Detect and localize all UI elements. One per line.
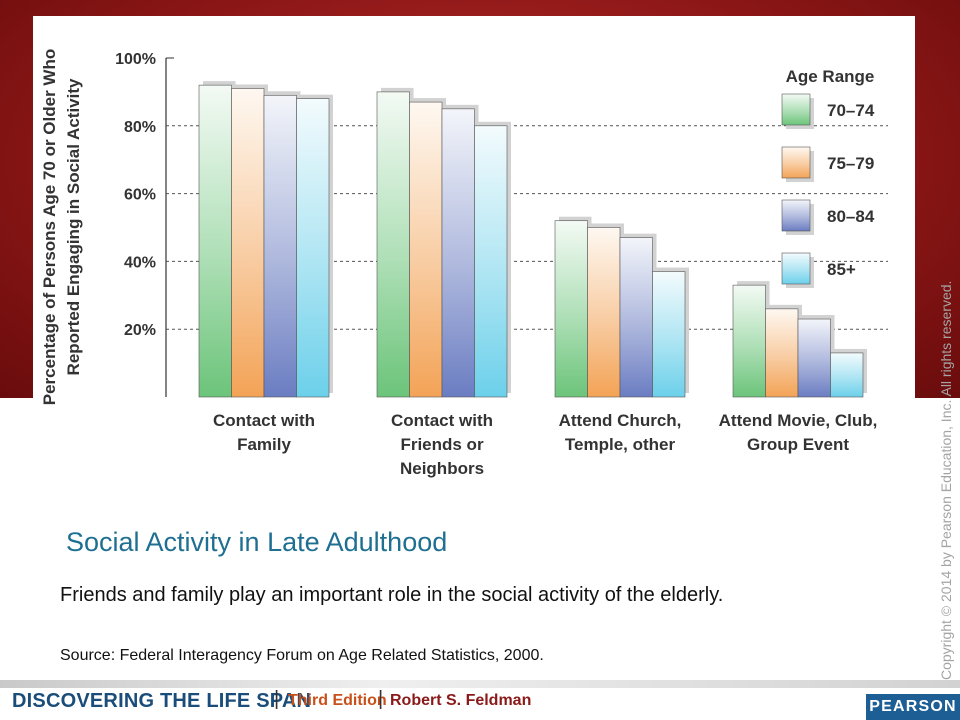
bar xyxy=(732,284,766,398)
legend-swatch xyxy=(781,93,811,126)
x-category-label: Family xyxy=(237,435,291,454)
y-tick-label: 80% xyxy=(124,119,156,136)
book-author: Robert S. Feldman xyxy=(390,692,532,709)
slide-title: Social Activity in Late Adulthood xyxy=(66,527,448,557)
source-citation: Source: Federal Interagency Forum on Age… xyxy=(60,647,544,664)
bar xyxy=(474,125,508,398)
bar xyxy=(409,101,443,398)
x-category-label: Attend Movie, Club, xyxy=(719,411,878,430)
y-tick-label: 40% xyxy=(124,254,156,271)
chart-panel: 20% 40% 60% 80% 100% Percentage of Persons Ag… xyxy=(33,16,915,500)
book-title: DISCOVERING THE LIFE SPAN xyxy=(12,690,312,712)
bar xyxy=(587,227,621,398)
bar xyxy=(554,220,588,398)
bar xyxy=(619,237,653,398)
footer-divider xyxy=(0,680,960,688)
caption-text: Friends and family play an important rol… xyxy=(60,584,724,606)
legend-swatch xyxy=(781,146,811,179)
legend-label: 85+ xyxy=(827,260,856,279)
y-tick-label: 20% xyxy=(124,322,156,339)
footer-separator: | xyxy=(274,688,280,710)
y-tick-label: 100% xyxy=(115,51,156,68)
bar xyxy=(797,318,831,398)
bar-chart: 20% 40% 60% 80% 100% Percentage of Persons Ag… xyxy=(40,49,888,478)
book-edition: Third Edition xyxy=(288,692,387,709)
legend-swatch xyxy=(781,252,811,285)
x-category-label: Friends or xyxy=(400,435,484,454)
bar xyxy=(765,308,799,398)
bar xyxy=(652,271,686,398)
legend-label: 80–84 xyxy=(827,207,875,226)
bar xyxy=(198,84,232,398)
y-axis-title: Reported Engaging in Social Activity xyxy=(64,78,83,375)
footer-separator: | xyxy=(378,688,384,710)
x-category-label: Attend Church, xyxy=(559,411,682,430)
x-category-label: Neighbors xyxy=(400,459,484,478)
legend-swatch xyxy=(781,199,811,232)
legend-label: 70–74 xyxy=(827,101,875,120)
y-axis-title: Percentage of Persons Age 70 or Older Wh… xyxy=(40,49,59,405)
x-category-label: Contact with xyxy=(391,411,493,430)
bar xyxy=(376,91,410,398)
bar xyxy=(263,94,297,398)
y-tick-label: 60% xyxy=(124,187,156,204)
footer-bar: DISCOVERING THE LIFE SPAN | Third Editio… xyxy=(0,680,960,720)
legend-title: Age Range xyxy=(786,67,875,86)
bar xyxy=(441,108,475,398)
copyright-notice: Copyright © 2014 by Pearson Education, I… xyxy=(938,280,954,680)
legend-label: 75–79 xyxy=(827,154,874,173)
pearson-logo: PEARSON xyxy=(866,694,960,720)
x-category-label: Temple, other xyxy=(565,435,676,454)
bar xyxy=(830,352,864,398)
bar xyxy=(231,88,265,398)
x-category-label: Contact with xyxy=(213,411,315,430)
x-category-label: Group Event xyxy=(747,435,849,454)
bar xyxy=(296,98,330,398)
